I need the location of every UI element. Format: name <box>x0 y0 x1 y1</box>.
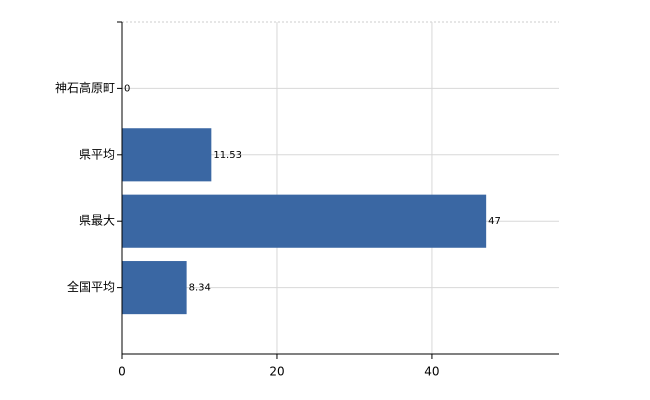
x-tick-label: 40 <box>424 365 439 379</box>
y-tick-label: 県最大 <box>79 214 115 228</box>
x-tick-label: 0 <box>118 365 126 379</box>
bar <box>122 128 212 182</box>
x-tick-label: 20 <box>269 365 284 379</box>
bar <box>122 261 187 315</box>
value-label: 0 <box>124 83 130 94</box>
value-label: 11.53 <box>213 150 242 161</box>
value-label: 47 <box>488 216 501 227</box>
y-tick-label: 神石高原町 <box>55 80 115 95</box>
y-tick-label: 県平均 <box>79 147 115 161</box>
bar <box>122 194 487 248</box>
y-tick-label: 全国平均 <box>67 279 115 294</box>
value-label: 8.34 <box>189 283 211 294</box>
